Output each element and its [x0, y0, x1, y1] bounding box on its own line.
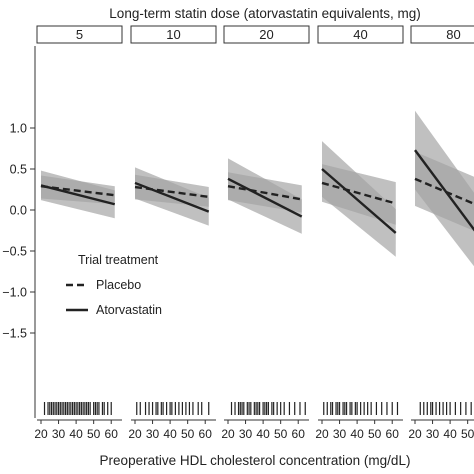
legend-title: Trial treatment [78, 253, 159, 267]
rug-marks [323, 402, 399, 415]
x-tick-label: 20 [408, 427, 422, 441]
facet-panel-20: 20 20 30 40 50 60 [221, 25, 310, 441]
confidence-band-atorvastatin [322, 141, 396, 257]
x-tick-label: 60 [386, 427, 400, 441]
panel-plot-area [321, 141, 397, 257]
y-tick-label: −1.5 [2, 327, 27, 341]
rug-marks [230, 402, 306, 415]
facet-strip-label: 5 [76, 27, 83, 42]
x-tick-label: 40 [256, 427, 270, 441]
series-line-atorvastatin [134, 181, 210, 213]
facet-strip [317, 25, 404, 44]
x-tick-label: 40 [69, 427, 83, 441]
x-tick-label: 50 [87, 427, 101, 441]
facet-strip-label: 40 [353, 27, 367, 42]
series-line-placebo [321, 181, 397, 205]
facet-strip [130, 25, 217, 44]
x-tick-label: 30 [239, 427, 253, 441]
facet-strip [223, 25, 310, 44]
series-line-placebo [227, 185, 302, 201]
x-tick-label: 50 [274, 427, 288, 441]
y-tick-label: 1.0 [10, 122, 27, 136]
x-tick-label: 20 [221, 427, 235, 441]
x-tick-label: 20 [34, 427, 48, 441]
y-tick-label: −0.5 [2, 245, 27, 259]
x-axis-label: Preoperative HDL cholesterol concentrati… [100, 453, 411, 468]
facet-strip-label: 20 [259, 27, 273, 42]
legend-atorvastatin-label: Atorvastatin [96, 303, 162, 317]
x-tick-label: 30 [52, 427, 66, 441]
legend-placebo-label: Placebo [96, 278, 141, 292]
x-tick-label: 30 [426, 427, 440, 441]
y-tick-label: 0.5 [10, 163, 27, 177]
panel-plot-area [40, 170, 116, 219]
x-tick-label: 20 [128, 427, 142, 441]
x-tick-label: 40 [443, 427, 457, 441]
x-tick-label: 30 [333, 427, 347, 441]
confidence-band-atorvastatin [228, 158, 302, 234]
series-line-atorvastatin [227, 177, 303, 218]
panel-plot-area [414, 110, 474, 267]
facet-strip-label: 10 [166, 27, 180, 42]
x-tick-label: 50 [368, 427, 382, 441]
rug-marks [136, 402, 210, 415]
confidence-band-overlay-atorvastatin [322, 141, 396, 257]
confidence-band-overlay-placebo [135, 174, 209, 207]
y-tick-label: −1.0 [2, 286, 27, 300]
x-tick-label: 30 [146, 427, 160, 441]
x-tick-label: 60 [292, 427, 306, 441]
y-axis: 1.0 0.5 0.0 −0.5 −1.0 −1.5 [2, 46, 36, 418]
facet-strip [36, 25, 123, 44]
facet-panel-10: 10 20 30 40 50 60 [128, 25, 217, 441]
facet-panel-80: 802030405060 [408, 25, 474, 441]
confidence-band-overlay-atorvastatin [228, 158, 302, 234]
x-tick-label: 40 [163, 427, 177, 441]
x-tick-label: 50 [461, 427, 474, 441]
x-tick-label: 60 [199, 427, 213, 441]
rug-marks [419, 402, 472, 415]
panel-plot-area [134, 167, 210, 226]
x-tick-label: 60 [105, 427, 119, 441]
facet-strip [410, 25, 474, 44]
series-line-atorvastatin [40, 184, 116, 206]
chart-title: Long-term statin dose (atorvastatin equi… [109, 6, 420, 21]
facet-panel-5: 5 20 30 40 50 60 [34, 25, 123, 441]
y-tick-label: 0.0 [10, 204, 27, 218]
x-tick-label: 40 [350, 427, 364, 441]
series-line-atorvastatin [414, 149, 474, 232]
facet-strip-label: 80 [446, 27, 460, 42]
series-line-atorvastatin [321, 168, 397, 234]
x-tick-label: 20 [315, 427, 329, 441]
x-tick-label: 50 [181, 427, 195, 441]
legend: Trial treatment Placebo Atorvastatin [66, 253, 162, 317]
panel-plot-area [227, 158, 303, 234]
rug-marks [43, 402, 112, 415]
confidence-band-overlay-atorvastatin [415, 110, 474, 267]
series-line-placebo [414, 177, 474, 206]
